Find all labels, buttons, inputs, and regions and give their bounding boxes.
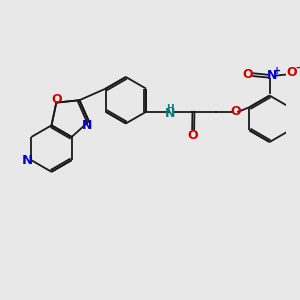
Text: -: - [296, 63, 300, 73]
Text: O: O [242, 68, 253, 81]
Text: N: N [165, 107, 176, 120]
Text: O: O [230, 105, 241, 118]
Text: O: O [287, 67, 298, 80]
Text: +: + [273, 66, 282, 76]
Text: N: N [22, 154, 33, 167]
Text: N: N [267, 69, 277, 82]
Text: O: O [51, 93, 62, 106]
Text: H: H [167, 103, 174, 112]
Text: N: N [81, 119, 92, 132]
Text: O: O [187, 129, 198, 142]
